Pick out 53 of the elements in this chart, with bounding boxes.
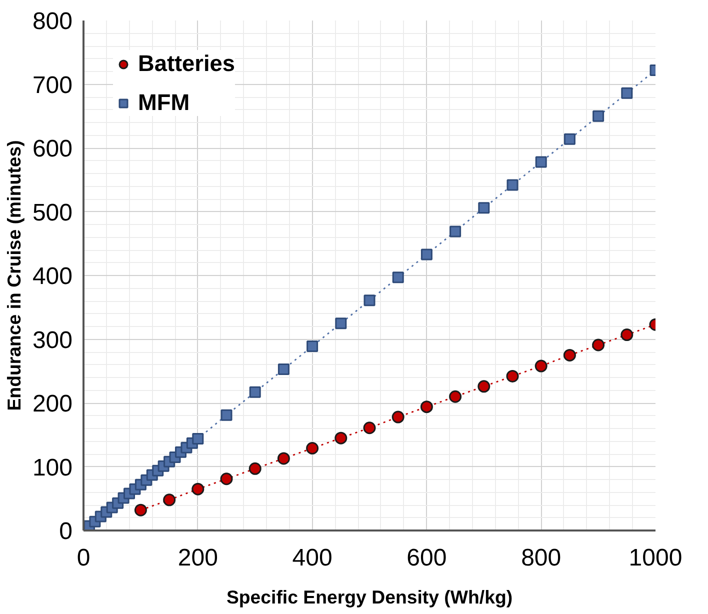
x-axis-title: Specific Energy Density (Wh/kg) bbox=[226, 586, 513, 608]
y-axis-title: Endurance in Cruise (minutes) bbox=[3, 140, 24, 411]
x-tick-label: 0 bbox=[76, 544, 90, 572]
point bbox=[506, 179, 518, 191]
x-tick-label: 800 bbox=[521, 544, 562, 572]
point bbox=[620, 328, 634, 342]
point bbox=[163, 494, 176, 506]
point bbox=[278, 363, 290, 375]
point bbox=[535, 156, 547, 168]
y-tick-label: 100 bbox=[32, 454, 73, 482]
point bbox=[192, 432, 204, 444]
point bbox=[506, 370, 519, 382]
point bbox=[449, 390, 462, 403]
x-tick-label: 1000 bbox=[628, 544, 682, 572]
point bbox=[364, 294, 376, 306]
x-tick-label: 200 bbox=[178, 544, 218, 572]
point bbox=[334, 432, 348, 444]
point bbox=[621, 87, 633, 99]
y-tick-label: 200 bbox=[32, 390, 73, 418]
x-tick-label: 400 bbox=[292, 544, 332, 572]
point bbox=[420, 248, 432, 260]
y-tick-label: 700 bbox=[32, 72, 73, 99]
y-tick-label: 800 bbox=[32, 8, 73, 35]
point bbox=[420, 400, 433, 414]
point bbox=[563, 348, 576, 362]
point bbox=[220, 472, 233, 486]
point bbox=[248, 462, 262, 475]
point bbox=[592, 338, 605, 352]
point bbox=[134, 504, 147, 516]
point bbox=[277, 452, 290, 465]
point bbox=[534, 360, 548, 372]
legend-label: Batteries bbox=[138, 50, 235, 77]
legend-label: MFM bbox=[138, 89, 190, 116]
point bbox=[306, 340, 318, 352]
point bbox=[363, 422, 376, 434]
y-tick-label: 0 bbox=[59, 518, 73, 545]
point bbox=[564, 133, 576, 145]
point bbox=[392, 272, 404, 284]
y-tick-label: 600 bbox=[32, 136, 73, 162]
point bbox=[220, 409, 232, 421]
point bbox=[450, 226, 462, 238]
point bbox=[478, 380, 490, 393]
x-tick-label: 600 bbox=[406, 544, 447, 572]
point bbox=[478, 202, 490, 214]
point bbox=[306, 442, 319, 454]
point bbox=[249, 386, 261, 398]
point bbox=[592, 110, 604, 122]
point bbox=[335, 318, 347, 330]
y-tick-label: 500 bbox=[32, 199, 73, 226]
point bbox=[192, 482, 204, 496]
y-tick-label: 400 bbox=[32, 263, 73, 290]
point bbox=[392, 410, 404, 424]
y-tick-label: 300 bbox=[32, 326, 73, 354]
